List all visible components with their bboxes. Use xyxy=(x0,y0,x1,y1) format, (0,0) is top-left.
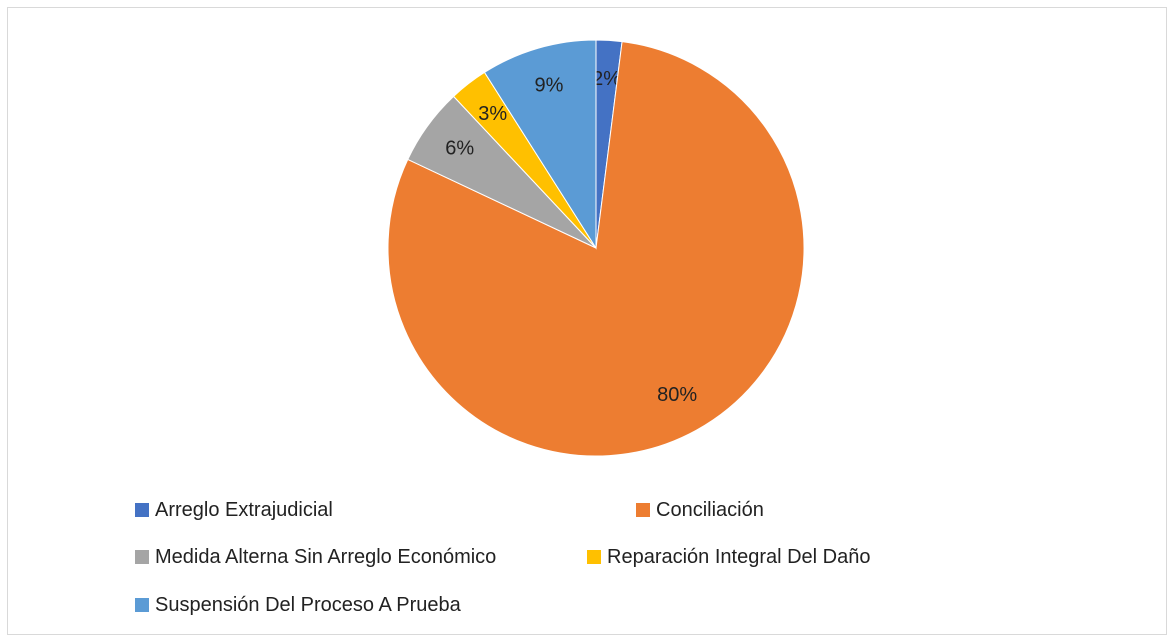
data-label: 2% xyxy=(592,68,621,90)
legend-label: Conciliación xyxy=(656,498,764,521)
data-label: 6% xyxy=(445,137,474,159)
legend-swatch xyxy=(135,503,149,517)
legend-swatch xyxy=(135,598,149,612)
legend-swatch xyxy=(587,550,601,564)
legend-swatch xyxy=(636,503,650,517)
legend-label: Suspensión Del Proceso A Prueba xyxy=(155,593,461,616)
legend-swatch xyxy=(135,550,149,564)
pie-slice xyxy=(483,39,597,250)
legend-label: Arreglo Extrajudicial xyxy=(155,498,333,521)
data-label: 3% xyxy=(478,103,507,125)
legend-item: Arreglo Extrajudicial xyxy=(135,498,333,522)
data-label: 80% xyxy=(657,384,697,406)
legend-item: Medida Alterna Sin Arreglo Económico xyxy=(135,545,496,569)
legend-item: Suspensión Del Proceso A Prueba xyxy=(135,593,461,617)
legend-item: Reparación Integral Del Daño xyxy=(587,545,871,569)
chart-frame xyxy=(7,7,1167,635)
legend-label: Reparación Integral Del Daño xyxy=(607,545,871,568)
legend-item: Conciliación xyxy=(636,498,764,522)
data-label: 9% xyxy=(535,74,564,96)
legend-label: Medida Alterna Sin Arreglo Económico xyxy=(155,545,497,568)
